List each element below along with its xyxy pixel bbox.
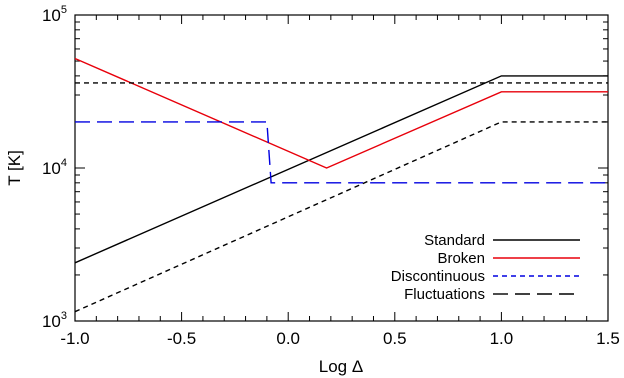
series-line-standard [74,75,608,264]
legend-label-discontinuous: Discontinuous [391,268,485,285]
y-tick-labels: 103 104 105 [42,4,67,331]
series-line-fluctuations [74,121,608,313]
legend-label-fluctuations: Fluctuations [404,286,485,303]
y-tick-label: 105 [42,4,67,25]
x-tick-label: 1.0 [490,329,514,348]
x-tick-labels: -1.0 -0.5 0.0 0.5 1.0 1.5 [60,329,619,348]
x-tick-label: -1.0 [60,329,89,348]
series-line-discontinuous [75,121,608,184]
series-lines [74,57,608,313]
x-tick-label: -0.5 [167,329,196,348]
x-tick-label: 0.5 [383,329,407,348]
y-tick-label: 104 [42,157,67,178]
y-tick-label: 103 [42,310,67,331]
legend-label-standard: Standard [424,232,485,249]
x-axis-title: Log Δ [319,357,363,376]
y-axis-title: T [K] [5,150,24,186]
legend-label-broken: Broken [437,250,485,267]
series-line-broken [74,57,608,169]
x-tick-label: 1.5 [596,329,620,348]
x-tick-label: 0.0 [276,329,300,348]
plot-frame [74,14,609,322]
axis-ticks [74,14,609,322]
